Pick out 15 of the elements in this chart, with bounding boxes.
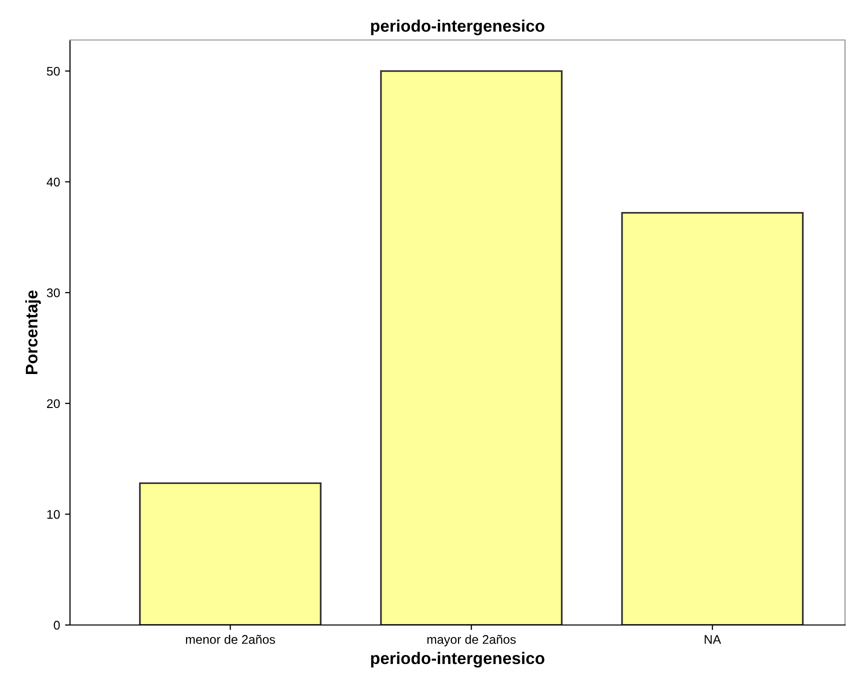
x-tick-label: menor de 2años — [186, 634, 276, 644]
y-tick-label: 30 — [46, 288, 60, 298]
x-tick-label: mayor de 2años — [427, 634, 516, 646]
x-tick-label: NA — [704, 635, 722, 644]
chart-title: periodo-intergenesico — [371, 20, 544, 36]
bar — [621, 212, 804, 625]
bar — [139, 482, 322, 625]
bar — [380, 70, 563, 625]
y-tick-label: 40 — [46, 178, 60, 186]
y-tick-label: 10 — [47, 510, 60, 519]
y-tick-label: 0 — [54, 620, 60, 630]
y-tick-label: 20 — [47, 399, 60, 408]
y-tick-label: 50 — [46, 66, 60, 76]
y-axis-title: Porcentaje — [25, 290, 41, 374]
x-axis-title: periodo-intergenesico — [371, 652, 544, 668]
